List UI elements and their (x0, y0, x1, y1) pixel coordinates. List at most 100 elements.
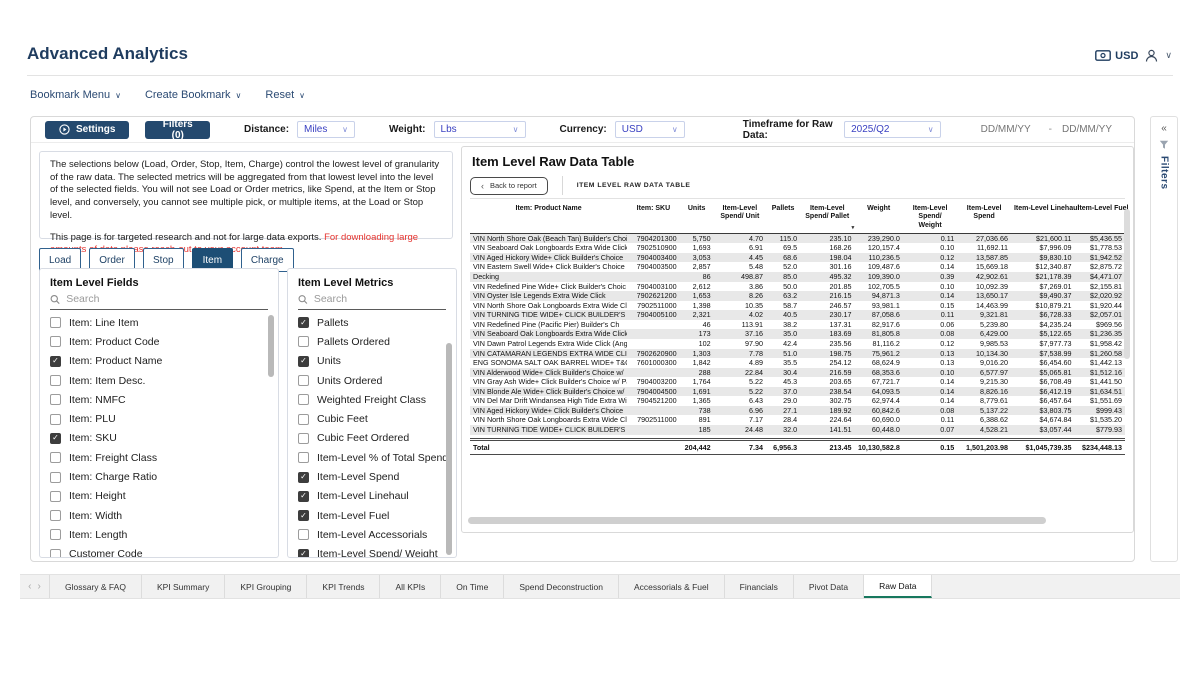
column-header[interactable]: Item-Level Spend/ Unit (713, 203, 767, 234)
tab-pivot-data[interactable]: Pivot Data (794, 575, 865, 598)
column-header[interactable]: Item: Product Name (470, 203, 628, 234)
column-header[interactable]: Item-Level Spend (957, 203, 1011, 234)
table-row[interactable]: VIN Eastern Swell Wide+ Click Builder's … (470, 262, 1125, 272)
table-vertical-scrollbar[interactable] (1124, 209, 1130, 359)
table-row[interactable]: VIN CATAMARAN LEGENDS EXTRA WIDE CLICK 79… (470, 348, 1125, 359)
metric-checkbox-item[interactable]: ✓ Pallets (298, 313, 446, 332)
table-row[interactable]: VIN Dawn Patrol Legends Extra Wide Click… (470, 339, 1125, 349)
value-cell: 85.0 (783, 272, 798, 281)
distance-dropdown[interactable]: Miles ∨ (297, 121, 356, 138)
rail-filters-label[interactable]: Filters (1158, 156, 1170, 190)
column-header[interactable]: Item-Level Linehaul (1010, 203, 1079, 234)
tab-on-time[interactable]: On Time (441, 575, 505, 598)
date-from-input[interactable] (980, 124, 1039, 135)
table-row[interactable]: ENG SONOMA SALT OAK BARREL WIDE+ T&G 7601… (470, 358, 1125, 368)
settings-button[interactable]: Settings (45, 120, 130, 139)
tab-financials[interactable]: Financials (725, 575, 794, 598)
metric-checkbox-item[interactable]: Units Ordered (298, 371, 446, 390)
field-checkbox-item[interactable]: Item: Freight Class (50, 448, 268, 467)
field-checkbox-item[interactable]: ✓ Item: SKU (50, 429, 268, 448)
tab-spend-deconstruction[interactable]: Spend Deconstruction (504, 575, 619, 598)
metric-checkbox-item[interactable]: Weighted Freight Class (298, 390, 446, 409)
weight-dropdown[interactable]: Lbs ∨ (433, 121, 526, 138)
column-header[interactable]: Weight ▾ (851, 203, 903, 234)
table-row[interactable]: VIN TURNING TIDE WIDE+ CLICK BUILDER'S C… (470, 425, 1125, 435)
user-icon[interactable] (1145, 49, 1158, 62)
column-header[interactable]: Units (679, 203, 714, 234)
column-header[interactable]: Item: SKU (627, 203, 680, 234)
table-row[interactable]: VIN North Shore Oak (Beach Tan) Builder'… (470, 233, 1125, 244)
table-row[interactable]: VIN Del Mar Drift Windansea High Tide Ex… (470, 396, 1125, 406)
table-row[interactable]: VIN Oyster Isle Legends Extra Wide Click… (470, 291, 1125, 301)
column-header[interactable]: Item-Level Spend/ Weight (902, 203, 958, 234)
bookmark-menu-item[interactable]: Reset ∨ (265, 89, 305, 101)
fields-scrollbar[interactable] (268, 315, 274, 377)
bookmark-menu-item[interactable]: Bookmark Menu ∨ (30, 89, 121, 101)
value-cell: 27,036.66 (975, 233, 1008, 243)
metric-checkbox-item[interactable]: ✓ Item-Level Linehaul (298, 487, 446, 506)
table-tab-label[interactable]: ITEM LEVEL RAW DATA TABLE (561, 176, 701, 195)
date-to-input[interactable] (1062, 124, 1120, 135)
field-checkbox-item[interactable]: Item: Charge Ratio (50, 467, 268, 486)
column-header[interactable]: Pallets (766, 203, 801, 234)
table-row[interactable]: VIN Blonde Ale Wide+ Click Builder's Cho… (470, 386, 1125, 397)
tab-kpi-summary[interactable]: KPI Summary (142, 575, 226, 598)
tab-raw-data[interactable]: Raw Data (864, 575, 933, 598)
metric-checkbox-item[interactable]: ✓ Units (298, 352, 446, 371)
table-row[interactable]: VIN North Shore Oak Longboards Extra Wid… (470, 415, 1125, 425)
table-row[interactable]: VIN Seaboard Oak Longboards Extra Wide C… (470, 329, 1125, 339)
column-header[interactable]: Item-Level Spend/ Pallet (800, 203, 855, 234)
currency-dropdown[interactable]: USD ∨ (614, 121, 685, 138)
value-cell: 30.4 (783, 367, 798, 377)
field-checkbox-item[interactable]: Item: Length (50, 525, 268, 544)
table-row[interactable]: VIN Aged Hickory Wide+ Click Builder's C… (470, 405, 1125, 416)
tab-kpi-grouping[interactable]: KPI Grouping (225, 575, 308, 598)
column-header[interactable]: Item-Level Fuel (1074, 203, 1128, 234)
metrics-search-input[interactable] (313, 293, 446, 305)
bookmark-menu-item[interactable]: Create Bookmark ∨ (145, 89, 241, 101)
fields-search-input[interactable] (66, 293, 268, 305)
tabs-prev-icon[interactable]: ‹ (28, 581, 32, 592)
metric-checkbox-item[interactable]: Cubic Feet Ordered (298, 429, 446, 448)
field-checkbox-item[interactable]: Item: PLU (50, 409, 268, 428)
field-checkbox-item[interactable]: Item: Item Desc. (50, 371, 268, 390)
table-row[interactable]: VIN Seaboard Oak Longboards Extra Wide C… (470, 243, 1125, 253)
timeframe-dropdown[interactable]: 2025/Q2 ∨ (844, 121, 941, 138)
tab-kpi-trends[interactable]: KPI Trends (307, 575, 381, 598)
table-row[interactable]: VIN North Shore Oak Longboards Extra Wid… (470, 301, 1125, 311)
table-row[interactable]: VIN Aged Hickory Wide+ Click Builder's C… (470, 252, 1125, 263)
field-checkbox-item[interactable]: Item: Line Item (50, 313, 268, 332)
table-row[interactable]: VIN TURNING TIDE WIDE+ CLICK BUILDER'S C… (470, 310, 1125, 320)
value-cell: 0.08 (940, 405, 955, 415)
field-checkbox-item[interactable]: Item: Product Code (50, 332, 268, 351)
horizontal-scrollbar[interactable] (468, 517, 1046, 524)
metrics-scrollbar[interactable] (446, 343, 452, 555)
metric-checkbox-item[interactable]: Cubic Feet (298, 409, 446, 428)
tab-accessorials-fuel[interactable]: Accessorials & Fuel (619, 575, 725, 598)
table-row[interactable]: VIN Redefined Pine Wide+ Click Builder's… (470, 282, 1125, 292)
table-row[interactable]: Decking 86 498.87 85.0 495.32 109,390.0 0.39 42… (470, 272, 1125, 282)
field-checkbox-item[interactable]: Customer Code (50, 545, 268, 557)
metrics-checkbox-list: ✓ Pallets Pallets Ordered ✓ Units Units Order… (298, 313, 448, 557)
tabs-next-icon[interactable]: › (37, 581, 41, 592)
metric-checkbox-item[interactable]: ✓ Item-Level Fuel (298, 506, 446, 525)
metric-checkbox-item[interactable]: ✓ Item-Level Spend (298, 467, 446, 486)
field-checkbox-item[interactable]: Item: NMFC (50, 390, 268, 409)
metric-checkbox-item[interactable]: Item-Level Accessorials (298, 525, 446, 544)
table-row[interactable]: VIN Alderwood Wide+ Click Builder's Choi… (470, 367, 1125, 378)
field-checkbox-item[interactable]: Item: Height (50, 487, 268, 506)
metric-checkbox-item[interactable]: Item-Level % of Total Spend (298, 448, 448, 467)
tab-glossary-faq[interactable]: Glossary & FAQ (50, 575, 142, 598)
collapse-rail-icon[interactable]: « (1161, 123, 1167, 134)
table-row[interactable]: VIN Gray Ash Wide+ Click Builder's Choic… (470, 377, 1125, 387)
table-row[interactable]: VIN Redefined Pine (Pacific Pier) Builde… (470, 320, 1125, 330)
metric-checkbox-item[interactable]: ✓ Item-Level Spend/ Weight (298, 545, 446, 557)
currency-selector[interactable]: USD (1095, 50, 1138, 62)
metric-checkbox-item[interactable]: Pallets Ordered (298, 332, 446, 351)
filters-button[interactable]: Filters (0) (145, 119, 211, 141)
field-checkbox-item[interactable]: ✓ Item: Product Name (50, 352, 268, 371)
back-to-report-button[interactable]: ‹ Back to report (470, 176, 548, 195)
field-checkbox-item[interactable]: Item: Width (50, 506, 268, 525)
tab-all-kpis[interactable]: All KPIs (380, 575, 442, 598)
chevron-down-icon[interactable]: ∨ (1165, 50, 1172, 60)
